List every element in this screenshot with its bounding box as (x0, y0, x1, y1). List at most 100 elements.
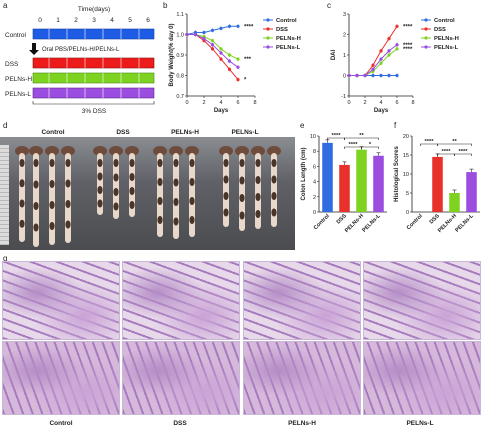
fecal-pellet (65, 200, 71, 208)
category-label: DSS (336, 213, 348, 225)
row-label-pelns-h: PELNs-H (5, 76, 32, 83)
x-tick-label: 0 (185, 100, 188, 106)
legend-marker (266, 36, 270, 40)
timeline-row-control (32, 28, 155, 40)
data-point (202, 30, 206, 35)
fecal-pellet (255, 193, 261, 201)
panel-letter-g: g (3, 254, 8, 263)
cecum (61, 146, 75, 156)
histology-overview-image (2, 261, 120, 340)
x-axis-label: Days (374, 108, 389, 114)
row-label-dss: DSS (5, 61, 19, 68)
day-tick-label: 5 (128, 17, 132, 24)
colon-segment (19, 153, 25, 242)
significance-label: **** (244, 24, 254, 30)
x-tick-label: 0 (347, 100, 350, 106)
legend-label: PELNs-H (276, 36, 301, 42)
body-weight-chart: 0.7 0.8 0.9 1.0 1.1 0 2 4 6 8 Days Body Weight(% da… (169, 12, 301, 114)
colon-segment (271, 153, 277, 227)
data-point (193, 32, 198, 37)
fecal-pellet (189, 178, 195, 186)
legend-marker (424, 27, 428, 31)
y-tick-label: 2 (313, 195, 316, 201)
timeline-row-dss (32, 57, 155, 69)
data-point (347, 73, 351, 78)
bar (432, 156, 443, 212)
data-point (363, 73, 367, 78)
fecal-pellet (157, 159, 163, 167)
x-axis-label: Days (214, 108, 229, 114)
histology-labels: Control DSS PELNs-H PELNs-L (49, 420, 433, 427)
row-label-pelns-l: PELNs-L (5, 91, 31, 98)
fecal-pellet (223, 175, 229, 184)
significance-label: **** (403, 47, 413, 53)
cecum (267, 146, 281, 156)
data-point (395, 24, 399, 28)
data-point (210, 39, 215, 43)
fecal-pellet (49, 159, 55, 167)
data-point (387, 37, 391, 41)
day-tick-label: 4 (110, 17, 114, 24)
fecal-pellet (113, 202, 119, 211)
cecum (219, 146, 233, 156)
data-point (236, 65, 240, 69)
colon-segment (33, 153, 39, 247)
fecal-pellet (223, 208, 229, 217)
y-tick-label: 5 (406, 191, 409, 197)
fecal-pellet (239, 194, 245, 202)
bar (449, 193, 460, 212)
data-point (395, 73, 399, 78)
fecal-pellet (157, 178, 163, 186)
timeline-row-pelns-h (32, 72, 155, 84)
fecal-pellet (65, 159, 71, 167)
y-axis-label: DAI (331, 50, 337, 61)
histo-label-pelns-l: PELNs-L (406, 420, 433, 427)
fecal-pellet (49, 222, 55, 230)
fecal-pellet (173, 178, 179, 187)
colon-segment (157, 153, 163, 237)
data-point (236, 24, 240, 28)
data-point (395, 47, 399, 51)
legend-marker (266, 18, 270, 22)
data-point (371, 73, 375, 78)
x-tick-label: 8 (253, 100, 256, 106)
bottom-text: 3% DSS (82, 108, 107, 115)
fecal-pellet (223, 192, 229, 200)
day-ticks: 0 1 2 3 4 5 6 (38, 17, 150, 24)
cecum (235, 146, 249, 156)
colon-photo (0, 137, 295, 250)
photo-label-pelns-h: PELNs-H (171, 129, 199, 136)
x-tick-label: 4 (219, 100, 222, 106)
fecal-pellet (189, 197, 195, 205)
significance-bracket (437, 143, 472, 146)
y-tick-label: 6 (313, 164, 316, 170)
timeline-schematic: Time(days) 0 1 2 3 4 5 6 Control Oral PBS/PELN… (5, 6, 155, 115)
colon-photo-labels: Control DSS PELNs-H PELNs-L (41, 129, 258, 136)
fecal-pellet (223, 159, 229, 167)
histology-overview-image (122, 261, 240, 340)
significance-label: **** (424, 139, 434, 145)
fecal-pellet (113, 188, 119, 196)
y-tick-label: 0.9 (176, 53, 184, 59)
legend-marker (424, 45, 428, 49)
data-point (219, 57, 223, 61)
significance-label: ** (359, 133, 364, 139)
panel-letter-a: a (3, 1, 8, 10)
colon-segment (239, 153, 245, 231)
data-point (185, 32, 189, 37)
histology-overview-image (243, 261, 361, 340)
panel-letter-e: e (300, 121, 305, 130)
fecal-pellet (97, 172, 103, 181)
cecum (251, 146, 265, 156)
histo-label-dss: DSS (173, 420, 187, 427)
significance-label: * (369, 142, 372, 148)
fecal-pellet (255, 210, 261, 218)
fecal-pellet (255, 159, 261, 167)
significance-bracket (361, 146, 379, 149)
row-label-control: Control (5, 32, 27, 39)
y-tick-label: 4 (313, 180, 316, 186)
fecal-pellet (189, 159, 195, 167)
significance-label: **** (403, 24, 413, 30)
bar (339, 164, 350, 212)
fecal-pellet (65, 220, 71, 229)
